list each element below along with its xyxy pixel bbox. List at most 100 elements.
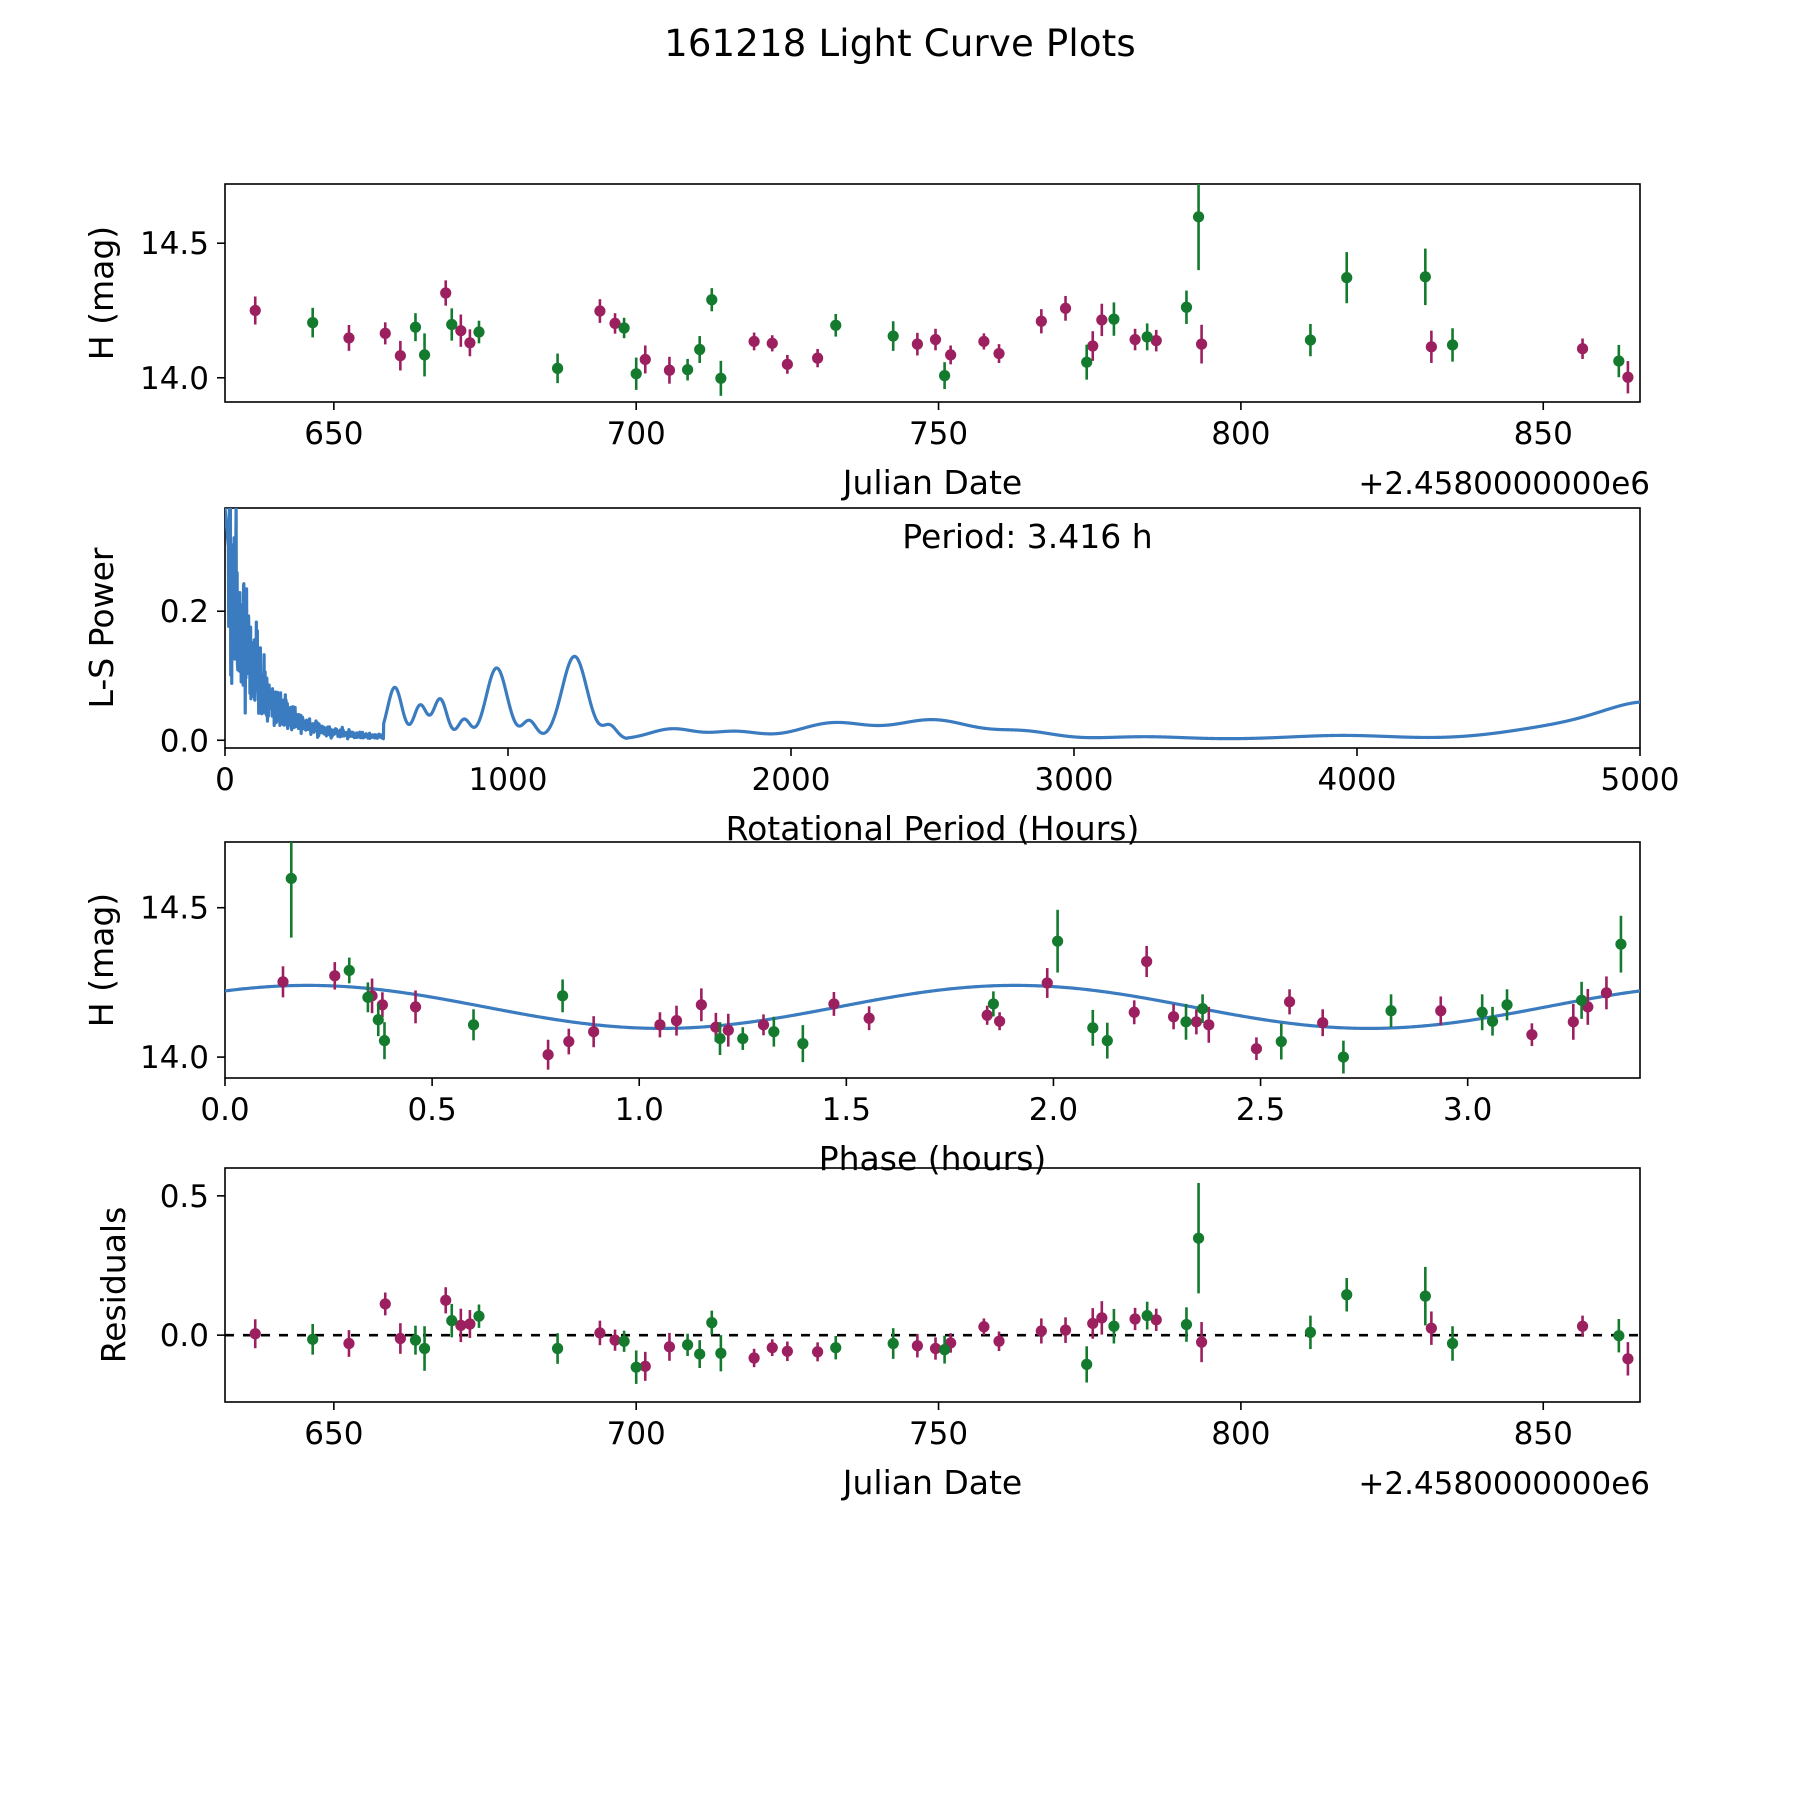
data-point [1613, 355, 1625, 367]
x-tick-label: 5000 [1601, 762, 1680, 798]
data-point [1446, 339, 1459, 351]
data-point [1081, 356, 1093, 368]
data-point [1622, 1353, 1634, 1365]
x-tick-label: 3.0 [1443, 1092, 1492, 1128]
data-point [715, 1347, 727, 1359]
x-axis-label: Julian Date [841, 1463, 1023, 1502]
data-point [1096, 314, 1108, 326]
data-point [887, 1337, 899, 1350]
x-axis-offset-text: +2.4580000000e6 [1358, 1466, 1650, 1502]
data-point [394, 350, 406, 362]
data-point [630, 1361, 642, 1373]
data-point [563, 1035, 575, 1048]
data-point [1035, 315, 1047, 327]
y-tick-label: 14.0 [140, 361, 209, 397]
data-point [706, 1317, 718, 1329]
y-axis-label: L-S Power [82, 547, 121, 708]
x-axis-label: Phase (hours) [819, 1139, 1047, 1178]
x-tick-label: 0 [215, 762, 235, 798]
model-fit-curve [225, 983, 1640, 1031]
data-point [1435, 1005, 1447, 1017]
y-tick-label: 0.5 [160, 1179, 209, 1215]
data-point [1192, 211, 1205, 223]
data-point [1385, 1005, 1397, 1017]
data-point [1087, 340, 1099, 352]
data-point [551, 362, 564, 374]
data-point [797, 1038, 809, 1050]
data-point [987, 998, 999, 1010]
data-point [663, 1341, 676, 1353]
data-point [639, 353, 651, 366]
data-point [362, 991, 374, 1003]
x-tick-label: 4000 [1318, 762, 1397, 798]
data-point [695, 999, 707, 1011]
data-point [812, 352, 824, 364]
data-point [440, 1294, 452, 1306]
data-point [1101, 1035, 1113, 1047]
data-point [1575, 994, 1588, 1006]
x-axis-label: Julian Date [841, 463, 1023, 502]
x-tick-label: 0.5 [407, 1092, 456, 1128]
data-point [694, 343, 706, 356]
data-point [766, 337, 778, 349]
data-point [781, 358, 793, 370]
data-point [863, 1012, 875, 1024]
data-point [1150, 335, 1162, 347]
x-tick-label: 850 [1514, 1416, 1573, 1452]
x-tick-label: 1.5 [822, 1092, 871, 1128]
x-tick-label: 650 [304, 1416, 363, 1452]
data-point [1190, 1016, 1202, 1028]
data-point [1180, 1318, 1193, 1331]
panel-light-curve: 650 700 750 800 850 14.0 14.5 H (mag) Julian Dat… [82, 183, 1650, 502]
data-point [464, 337, 476, 349]
x-axis-offset-text: +2.4580000000e6 [1358, 466, 1650, 502]
data-point [978, 335, 990, 348]
x-tick-label: 1000 [469, 762, 548, 798]
data-point [1087, 1022, 1099, 1034]
data-point [1180, 301, 1193, 313]
data-point [594, 1327, 606, 1339]
data-point [1613, 1330, 1625, 1342]
y-tick-label: 14.5 [140, 226, 209, 262]
y-axis-label: H (mag) [82, 226, 121, 360]
data-point [1128, 1006, 1140, 1018]
data-point [1446, 1337, 1459, 1350]
data-point [343, 332, 355, 344]
data-point [1141, 955, 1153, 968]
x-tick-label: 3000 [1035, 762, 1114, 798]
data-point [418, 1342, 431, 1355]
data-point [830, 319, 842, 331]
x-tick-label: 800 [1211, 416, 1270, 452]
data-point [768, 1026, 780, 1038]
data-point [757, 1019, 770, 1031]
periodogram-curve [225, 508, 1640, 741]
data-point [663, 364, 676, 376]
data-point [1059, 302, 1072, 314]
data-point [378, 1035, 391, 1047]
data-point [748, 335, 760, 348]
data-point [715, 372, 727, 384]
data-point [307, 317, 319, 329]
data-point [329, 970, 341, 982]
data-point [464, 1318, 476, 1330]
data-point [1096, 1312, 1108, 1324]
x-tick-label: 1.0 [615, 1092, 664, 1128]
data-point [639, 1360, 651, 1372]
data-point [766, 1342, 778, 1354]
axes-frame: 650 700 750 800 850 0.0 0.5 Residuals Julian Dat… [94, 1167, 1650, 1502]
data-point [409, 321, 422, 333]
data-point [938, 1344, 951, 1356]
data-point [473, 326, 485, 338]
data-point [887, 330, 899, 342]
data-point [978, 1321, 990, 1333]
data-series-series_b [285, 842, 1627, 1074]
data-point [706, 294, 718, 306]
data-point [1317, 1017, 1329, 1029]
data-series-series_b [307, 184, 1625, 396]
data-point [609, 1334, 621, 1346]
data-point [1501, 999, 1513, 1011]
data-point [372, 1014, 384, 1026]
